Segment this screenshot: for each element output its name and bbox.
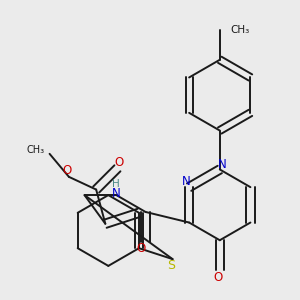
Text: S: S xyxy=(167,259,175,272)
Text: N: N xyxy=(112,187,121,200)
Text: O: O xyxy=(213,271,223,284)
Text: O: O xyxy=(136,242,146,255)
Text: N: N xyxy=(182,175,191,188)
Text: CH₃: CH₃ xyxy=(26,145,44,155)
Text: N: N xyxy=(218,158,227,171)
Text: O: O xyxy=(115,157,124,169)
Text: O: O xyxy=(62,164,72,177)
Text: H: H xyxy=(112,179,119,190)
Text: CH₃: CH₃ xyxy=(230,25,250,35)
